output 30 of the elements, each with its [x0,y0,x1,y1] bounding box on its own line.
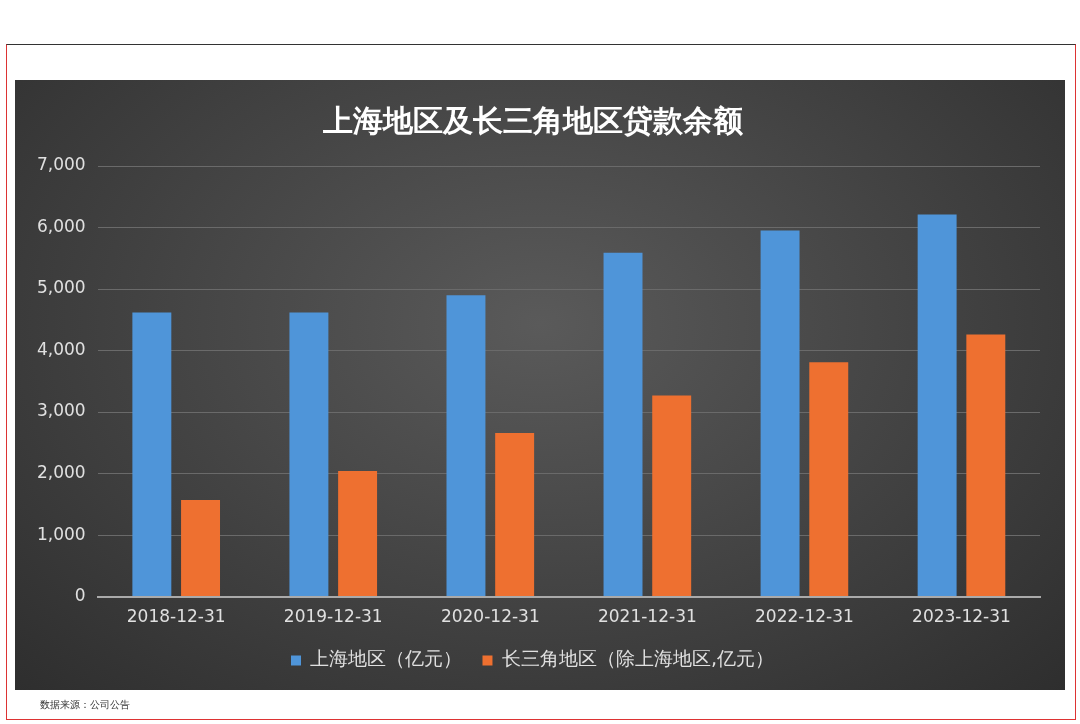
bar [917,214,957,597]
y-tick-label: 3,000 [37,400,86,421]
bar [652,395,692,597]
bar [809,362,849,597]
bar [181,500,221,597]
bar [603,252,643,597]
bar [495,432,535,597]
x-tick-label: 2020-12-31 [440,606,540,627]
bar [446,295,486,597]
y-tick-label: 2,000 [37,461,86,482]
source-note: 数据来源：公司公告 [40,698,130,712]
x-tick-label: 2021-12-31 [597,606,697,627]
y-tick-label: 7,000 [37,154,86,175]
bar [338,471,378,597]
legend-label: 上海地区（亿元） [310,647,463,670]
bar [966,334,1006,597]
chart-title: 上海地区及长三角地区贷款余额 [321,102,743,138]
bar [132,312,172,597]
bar [289,312,329,597]
x-tick-label: 2018-12-31 [126,606,226,627]
y-tick-label: 4,000 [37,338,86,359]
x-tick-label: 2022-12-31 [755,606,854,627]
legend-label: 长三角地区（除上海地区,亿元） [501,647,775,670]
y-tick-label: 0 [74,585,86,606]
x-tick-label: 2023-12-31 [912,606,1011,627]
y-tick-label: 6,000 [37,215,86,236]
bar [760,230,800,597]
y-tick-label: 1,000 [37,523,86,544]
x-tick-label: 2019-12-31 [283,606,383,627]
y-tick-label: 5,000 [37,277,86,298]
